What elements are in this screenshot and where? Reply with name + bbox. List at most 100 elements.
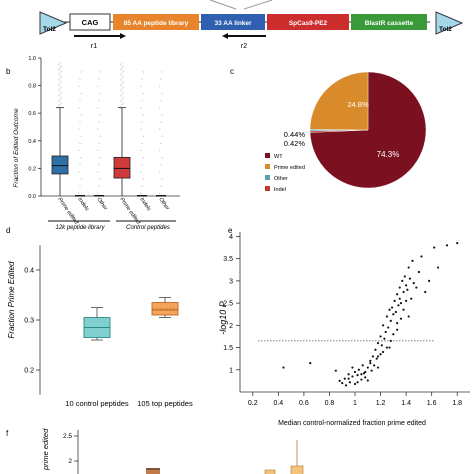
panel-e-ytick-label: 3 <box>229 278 233 285</box>
panel-b-letter: b <box>6 67 11 76</box>
panel-b-yaxis: 0.0 0.2 0.4 0.6 0.8 1.0 <box>28 56 41 200</box>
panel-b-outlier-point <box>99 178 101 180</box>
panel-b-outlier-point <box>161 71 163 73</box>
panel-b-outlier-point <box>122 70 124 72</box>
legend-label-prime-edited: Prime edited <box>274 165 305 171</box>
panel-b-outlier-point <box>59 82 61 85</box>
panel-b-box <box>113 156 131 179</box>
panel-b-outlier-point <box>98 185 100 187</box>
construct-diagram: Tol2 Tol2 CAG 85 AA peptide library 33 A… <box>39 0 464 50</box>
panel-b-outlier-point <box>120 105 122 107</box>
panel-b-outlier-point <box>80 135 82 137</box>
panel-e-point <box>410 297 413 300</box>
panel-b-outlier-point <box>80 92 82 95</box>
panel-b-outlier-point <box>58 84 60 86</box>
panel-b-ytick-label: 0.6 <box>28 111 36 117</box>
panel-b-outlier-point <box>59 93 61 95</box>
panel-b-outlier-point <box>97 128 99 130</box>
panel-b-outlier-point <box>142 178 144 180</box>
primer-r2-arrowhead <box>222 33 228 39</box>
panel-e-point <box>379 335 382 338</box>
panel-b-ytick-label: 0.2 <box>28 166 36 172</box>
panel-e-point <box>436 266 440 269</box>
panel-e-point <box>353 370 357 374</box>
panel-d-yaxis: 0.2 0.3 0.4 <box>24 268 40 375</box>
panel-b-outlier-point <box>159 85 161 87</box>
panel-b-outlier-point <box>79 78 81 80</box>
panel-c-letter: c <box>230 67 234 76</box>
panel-b-outlier-point <box>161 156 163 159</box>
panel-b-outlier-point <box>141 185 143 187</box>
panel-b-outlier-point <box>160 164 162 166</box>
panel-b-outlier-point <box>161 178 163 180</box>
panel-b-outlier-point <box>78 171 80 173</box>
panel-e-ytick-label: 3.5 <box>223 256 233 263</box>
panel-e-point <box>405 299 408 302</box>
panel-b-outlier-point <box>140 192 142 194</box>
panel-f-ylabel: prime edited <box>41 428 50 471</box>
tol2-left-label: Tol2 <box>43 26 56 33</box>
legend-swatch-other <box>265 175 270 180</box>
panel-b-outlier-point <box>159 107 161 109</box>
panel-b-outlier-point <box>59 61 61 64</box>
panel-e-point <box>424 290 427 294</box>
panel-b-outlier-point <box>140 171 142 173</box>
panel-e-point <box>282 366 285 369</box>
panel-e-point <box>379 353 382 356</box>
panel-b-outlier-point <box>60 75 62 78</box>
segment-peptide-library-label: 85 AA peptide library <box>124 20 189 27</box>
panel-e-point <box>389 339 392 342</box>
panel-b-outlier-point <box>121 72 123 74</box>
panel-b-outlier-point <box>58 95 60 97</box>
pie-slice-prime-edited <box>309 71 369 131</box>
panel-b-outlier-point <box>121 61 123 64</box>
panel-e-xaxis: 0.2 0.4 0.6 0.8 1 1.2 1.4 1.6 1.8 <box>248 392 462 407</box>
panel-e-point <box>343 377 346 380</box>
panel-b-outlier-point <box>78 107 80 109</box>
panel-b-outlier-point <box>140 107 142 109</box>
panel-b-outlier-point <box>160 121 162 123</box>
panel-b-outlier-point <box>60 81 62 83</box>
panel-b-outlier-point <box>141 78 143 80</box>
panel-e-point <box>356 374 359 377</box>
panel-f-letter: f <box>6 429 9 438</box>
panel-b-outlier-point <box>120 63 122 65</box>
panel-b-outlier-point <box>79 185 81 187</box>
panel-e-point <box>396 322 399 325</box>
panel-e-point <box>394 310 397 314</box>
panel-e-point <box>407 315 410 318</box>
panel-e-point <box>366 379 369 382</box>
panel-e-letter: e <box>228 226 233 235</box>
panel-b-outlier-point <box>80 178 82 180</box>
panel-e-xtick-label: 0.4 <box>273 400 283 407</box>
panel-c: c 24.8% 74.3% 0.44% 0.42% WT Prime edite… <box>230 67 427 193</box>
panel-b-outlier-point <box>58 105 60 107</box>
panel-b-xtick-label: Other <box>95 197 108 213</box>
panel-b-outlier-point <box>59 77 61 79</box>
panel-b-group-right: Control peptides <box>126 225 170 231</box>
panel-e-point <box>373 364 376 367</box>
panel-b-outlier-point <box>141 121 143 123</box>
panel-b-outlier-point <box>60 96 62 99</box>
segment-linker-label: 33 AA linker <box>214 20 252 27</box>
panel-e-point <box>433 246 436 249</box>
panel-b-outlier-point <box>98 99 100 102</box>
panel-b-outlier-point <box>59 103 61 106</box>
panel-e: e -log10 P 1 1.5 2 2.5 3 3.5 4 0.2 0.4 0.6 0.8 1 1.… <box>218 226 470 427</box>
panel-e-point <box>370 369 373 372</box>
panel-b-outlier-point <box>78 128 80 130</box>
primer-r2-label: r2 <box>241 43 247 50</box>
panel-e-point <box>405 284 408 287</box>
panel-e-point <box>428 279 431 282</box>
panel-b-outlier-point <box>80 114 82 116</box>
panel-b-ytick-label: 0.4 <box>28 139 36 145</box>
panel-e-ytick-label: 2 <box>229 323 233 330</box>
panel-b-outlier-point <box>97 85 99 87</box>
panel-b-outlier-point <box>122 96 124 99</box>
panel-e-ytick-label: 1 <box>229 367 233 374</box>
panel-e-point <box>334 369 337 372</box>
panel-f-box <box>290 465 304 474</box>
pie-label-wt: 74.3% <box>377 150 400 159</box>
panel-f-box <box>264 469 276 474</box>
panel-b-outlier-point <box>59 67 61 69</box>
